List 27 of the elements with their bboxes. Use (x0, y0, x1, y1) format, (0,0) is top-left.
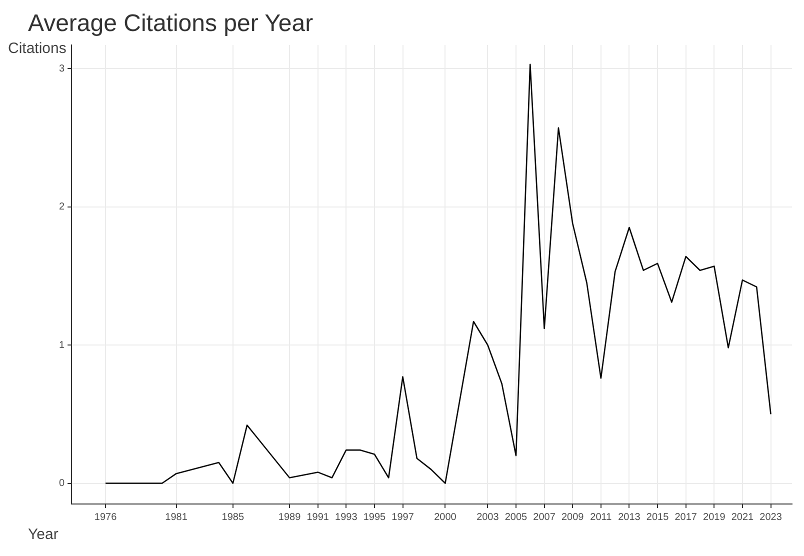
x-tick-label: 2011 (590, 512, 612, 523)
x-tick-label: 2005 (504, 512, 528, 523)
y-tick-label: 3 (59, 63, 65, 74)
x-tick-label: 1995 (363, 512, 386, 523)
chart-title: Average Citations per Year (28, 10, 314, 38)
x-tick-label: 1989 (278, 512, 302, 523)
y-axis-title: Citations (8, 40, 66, 57)
x-tick-label: 2023 (760, 512, 782, 523)
x-tick-label: 1991 (306, 512, 330, 523)
x-axis-title: Year (28, 526, 58, 543)
x-tick-label: 2013 (618, 512, 641, 523)
x-tick-label: 2007 (533, 512, 556, 523)
x-tick-label: 2009 (561, 512, 584, 523)
x-tick-label: 2019 (703, 512, 726, 523)
x-tick-label: 2017 (674, 512, 698, 523)
x-tick-label: 1976 (94, 512, 118, 523)
y-tick-label: 2 (59, 202, 65, 213)
x-tick-label: 1985 (222, 512, 244, 523)
x-tick-label: 2021 (731, 512, 754, 523)
x-tick-label: 2000 (434, 512, 457, 523)
x-tick-label: 1997 (392, 512, 414, 523)
x-tick-label: 2003 (476, 512, 500, 523)
x-tick-label: 2015 (646, 512, 670, 523)
y-tick-label: 0 (59, 478, 65, 490)
y-tick-label: 1 (59, 340, 65, 351)
x-tick-label: 1981 (165, 512, 188, 523)
x-tick-label: 1993 (335, 512, 358, 523)
